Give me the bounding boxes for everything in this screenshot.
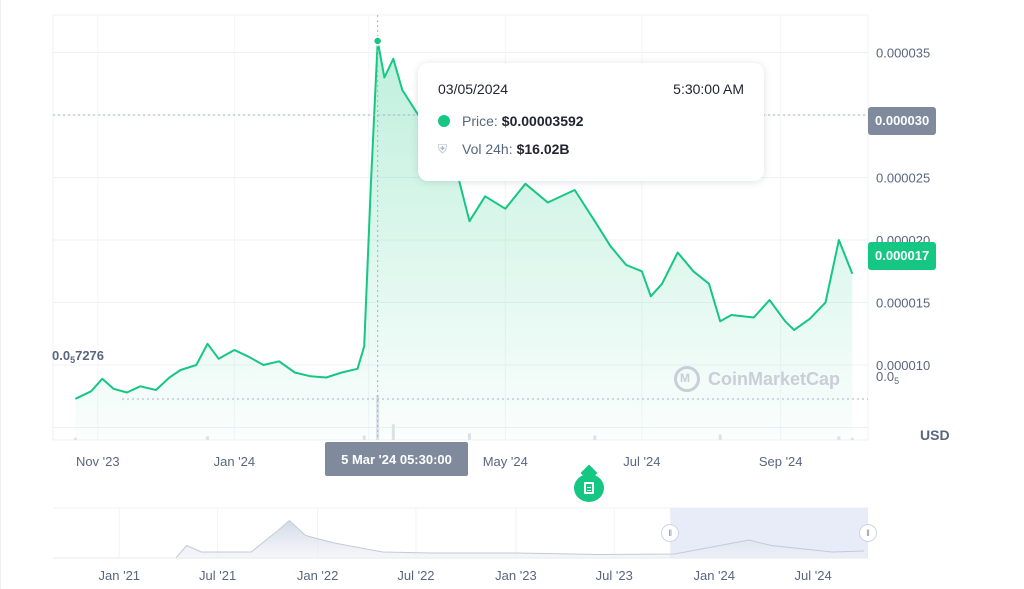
y-tick-sub-prefix: 0.0 (876, 369, 895, 384)
x-tick-3: May '24 (483, 454, 528, 469)
navigator-x-tick-5: Jul '23 (596, 568, 633, 583)
navigator-x-tick-6: Jan '24 (693, 568, 735, 583)
x-tick-4: Jul '24 (623, 454, 660, 469)
volume-bar-9 (850, 437, 854, 440)
navigator-x-tick-2: Jan '22 (297, 568, 339, 583)
navigator-x-tick-7: Jul '24 (795, 568, 832, 583)
tooltip-price-value: $0.00003592 (501, 113, 584, 129)
x-axis-ticks: Nov '23 Jan '24 May '24 Jul '24 Sep '24 (76, 454, 803, 469)
y-tick-0: 0.000035 (876, 46, 930, 61)
y-tick-sub-digit: 5 (894, 376, 900, 386)
y-tick-2: 0.000025 (876, 171, 930, 186)
chart-tooltip: 03/05/2024 5:30:00 AM Price: $0.00003592… (418, 63, 764, 181)
tooltip-price-label: Price: (462, 113, 498, 129)
coinmarketcap-logo-icon (674, 366, 700, 392)
range-navigator[interactable]: Jan '21 Jul '21 Jan '22 Jul '22 Jan '23 Jul '… (53, 507, 868, 583)
crosshair-price-tag: 0.000030 (868, 107, 937, 135)
volume-shield-icon: ⛨ (438, 142, 448, 156)
crosshair (53, 15, 868, 440)
low-price-prefix: 0.0 (52, 348, 71, 363)
low-price-label: 0.057276 (52, 348, 104, 365)
tooltip-header: 03/05/2024 5:30:00 AM (438, 81, 744, 97)
price-area (74, 40, 854, 440)
x-tick-0: Nov '23 (76, 454, 120, 469)
document-icon (584, 482, 594, 494)
navigator-x-tick-0: Jan '21 (99, 568, 141, 583)
navigator-handle-right[interactable]: ‖ (859, 524, 877, 542)
tooltip-date: 03/05/2024 (438, 81, 509, 97)
x-tick-1: Jan '24 (214, 454, 256, 469)
price-area-fill (75, 41, 853, 440)
crosshair-date-label: 5 Mar '24 05:30:00 (325, 442, 468, 476)
x-tick-5: Sep '24 (759, 454, 803, 469)
low-price-suffix: 7276 (75, 348, 105, 363)
y-axis-ticks: 0.0000350.0000300.0000250.0000200.000015… (876, 46, 930, 374)
notes-button[interactable] (574, 474, 604, 502)
low-price-subscript: 5 (70, 355, 76, 365)
y-tick-subscript: 0.05 (876, 369, 899, 386)
tooltip-time: 5:30:00 AM (673, 81, 744, 97)
watermark-text: CoinMarketCap (708, 368, 841, 389)
tooltip-volume-value: $16.02B (516, 141, 570, 157)
price-dot-icon (438, 115, 450, 127)
coinmarketcap-watermark: CoinMarketCap (674, 366, 840, 392)
navigator-line (53, 519, 865, 559)
navigator-handle-left[interactable]: ‖ (661, 524, 680, 542)
navigator-x-tick-4: Jan '23 (495, 568, 537, 583)
volume-bar-0 (73, 437, 77, 440)
navigator-x-tick-3: Jul '22 (397, 568, 434, 583)
hover-point (372, 36, 383, 46)
tooltip-volume-row: ⛨ Vol 24h: $16.02B (438, 141, 744, 157)
y-tick-4: 0.000015 (876, 296, 930, 311)
tooltip-volume-label: Vol 24h: (462, 141, 513, 157)
navigator-x-tick-1: Jul '21 (199, 568, 236, 583)
tooltip-price-row: Price: $0.00003592 (438, 113, 744, 129)
y-tick-5: 0.000010 (876, 358, 930, 373)
current-price-tag: 0.000017 (868, 242, 937, 270)
currency-label: USD (920, 427, 950, 443)
